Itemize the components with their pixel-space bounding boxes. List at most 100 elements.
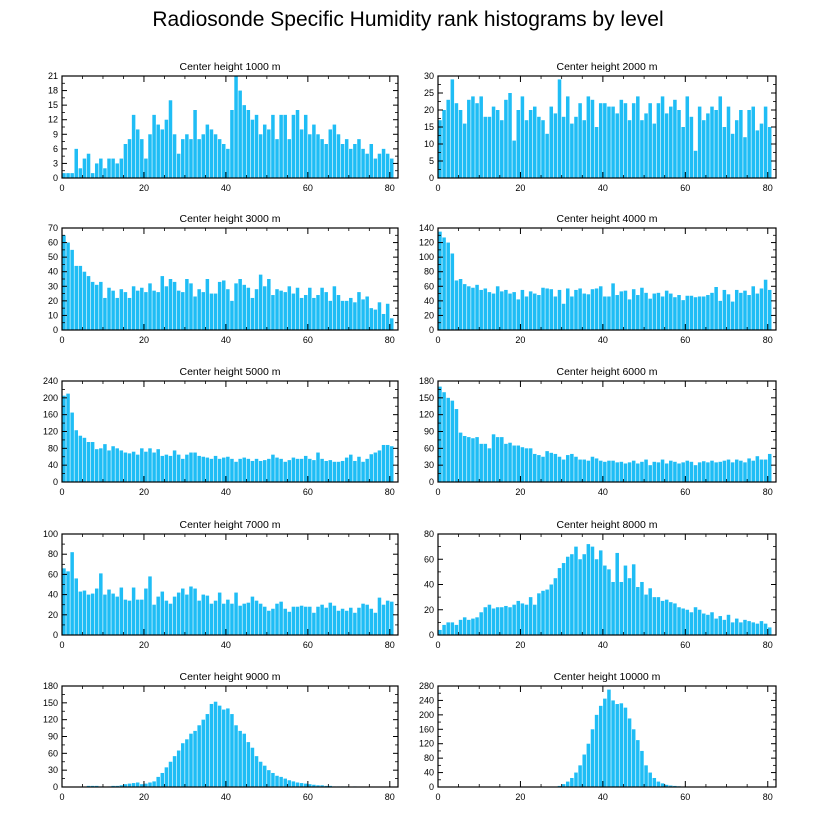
- bar: [673, 99, 677, 178]
- bar: [722, 619, 727, 635]
- bar: [140, 139, 144, 178]
- y-tick-label: 20: [424, 105, 434, 115]
- bar: [156, 292, 160, 330]
- bar: [74, 265, 78, 330]
- bar: [631, 460, 636, 482]
- bar: [442, 237, 446, 330]
- bar: [303, 606, 308, 635]
- bar: [586, 544, 591, 635]
- bar: [631, 289, 636, 330]
- bar: [648, 103, 652, 178]
- bar: [640, 120, 644, 178]
- bar: [238, 730, 242, 787]
- bar: [144, 783, 148, 787]
- y-tick-label: 120: [43, 427, 58, 437]
- bar: [299, 458, 304, 482]
- bar: [308, 134, 312, 178]
- bar: [320, 139, 324, 178]
- y-tick-label: 60: [48, 238, 58, 248]
- bar: [197, 139, 201, 178]
- bar: [201, 456, 206, 482]
- bar: [123, 784, 128, 787]
- bar: [627, 462, 632, 482]
- bar: [250, 747, 255, 787]
- bar: [385, 600, 390, 635]
- bar: [545, 589, 549, 635]
- bar: [578, 459, 582, 482]
- bar: [722, 460, 727, 482]
- bar: [308, 458, 312, 482]
- bar: [702, 461, 706, 482]
- bar: [353, 460, 357, 482]
- bar: [524, 296, 529, 330]
- bar: [541, 120, 545, 178]
- bar: [217, 592, 222, 635]
- bar: [160, 591, 165, 635]
- bar: [324, 607, 328, 635]
- y-tick-label: 15: [424, 122, 434, 132]
- bar: [131, 451, 136, 482]
- bar: [759, 288, 764, 330]
- bar: [570, 777, 574, 787]
- bar: [344, 610, 349, 635]
- bar: [172, 281, 177, 330]
- bar: [193, 296, 197, 330]
- bar: [734, 289, 739, 330]
- bar: [74, 430, 78, 482]
- bar: [381, 148, 386, 178]
- bar: [623, 707, 628, 787]
- bar: [619, 703, 624, 787]
- y-tick-label: 0: [429, 325, 434, 335]
- bar: [189, 139, 193, 178]
- bar: [181, 743, 185, 787]
- x-tick-label: 0: [435, 183, 440, 193]
- x-tick-label: 60: [303, 335, 313, 345]
- y-tick-label: 12: [48, 115, 58, 125]
- bar: [258, 603, 263, 635]
- bar: [598, 705, 603, 787]
- bar: [176, 290, 181, 330]
- bar: [164, 286, 169, 330]
- bar: [144, 451, 148, 482]
- bar: [365, 604, 369, 635]
- bar: [82, 271, 87, 330]
- bar: [119, 158, 124, 178]
- bar: [759, 459, 764, 482]
- bar: [361, 299, 365, 330]
- x-tick-label: 60: [303, 183, 313, 193]
- bar: [759, 123, 764, 178]
- bar: [570, 123, 574, 178]
- bar: [94, 449, 99, 482]
- y-tick-label: 80: [424, 267, 434, 277]
- bar: [689, 295, 694, 330]
- bar: [267, 129, 271, 178]
- bar: [730, 622, 735, 636]
- bar: [111, 290, 115, 330]
- bar: [607, 460, 611, 482]
- x-tick-label: 20: [139, 183, 149, 193]
- bar: [176, 592, 181, 635]
- bar: [312, 124, 316, 178]
- bar: [640, 750, 644, 787]
- bar: [475, 284, 479, 330]
- x-tick-label: 80: [763, 335, 773, 345]
- bar: [66, 393, 70, 483]
- bar: [140, 287, 144, 330]
- bar: [751, 460, 755, 482]
- bar: [230, 603, 234, 635]
- bar: [271, 114, 275, 178]
- bar: [500, 120, 504, 178]
- bar: [487, 116, 492, 178]
- bar: [710, 612, 714, 635]
- y-tick-label: 0: [53, 173, 58, 183]
- bar: [226, 708, 230, 787]
- bar: [320, 785, 324, 787]
- bar: [520, 603, 525, 635]
- y-tick-label: 5: [429, 156, 434, 166]
- bar: [598, 286, 603, 330]
- bar: [258, 274, 263, 330]
- bar: [185, 454, 189, 482]
- bar: [312, 784, 316, 787]
- bar: [722, 127, 727, 178]
- bar: [86, 276, 91, 330]
